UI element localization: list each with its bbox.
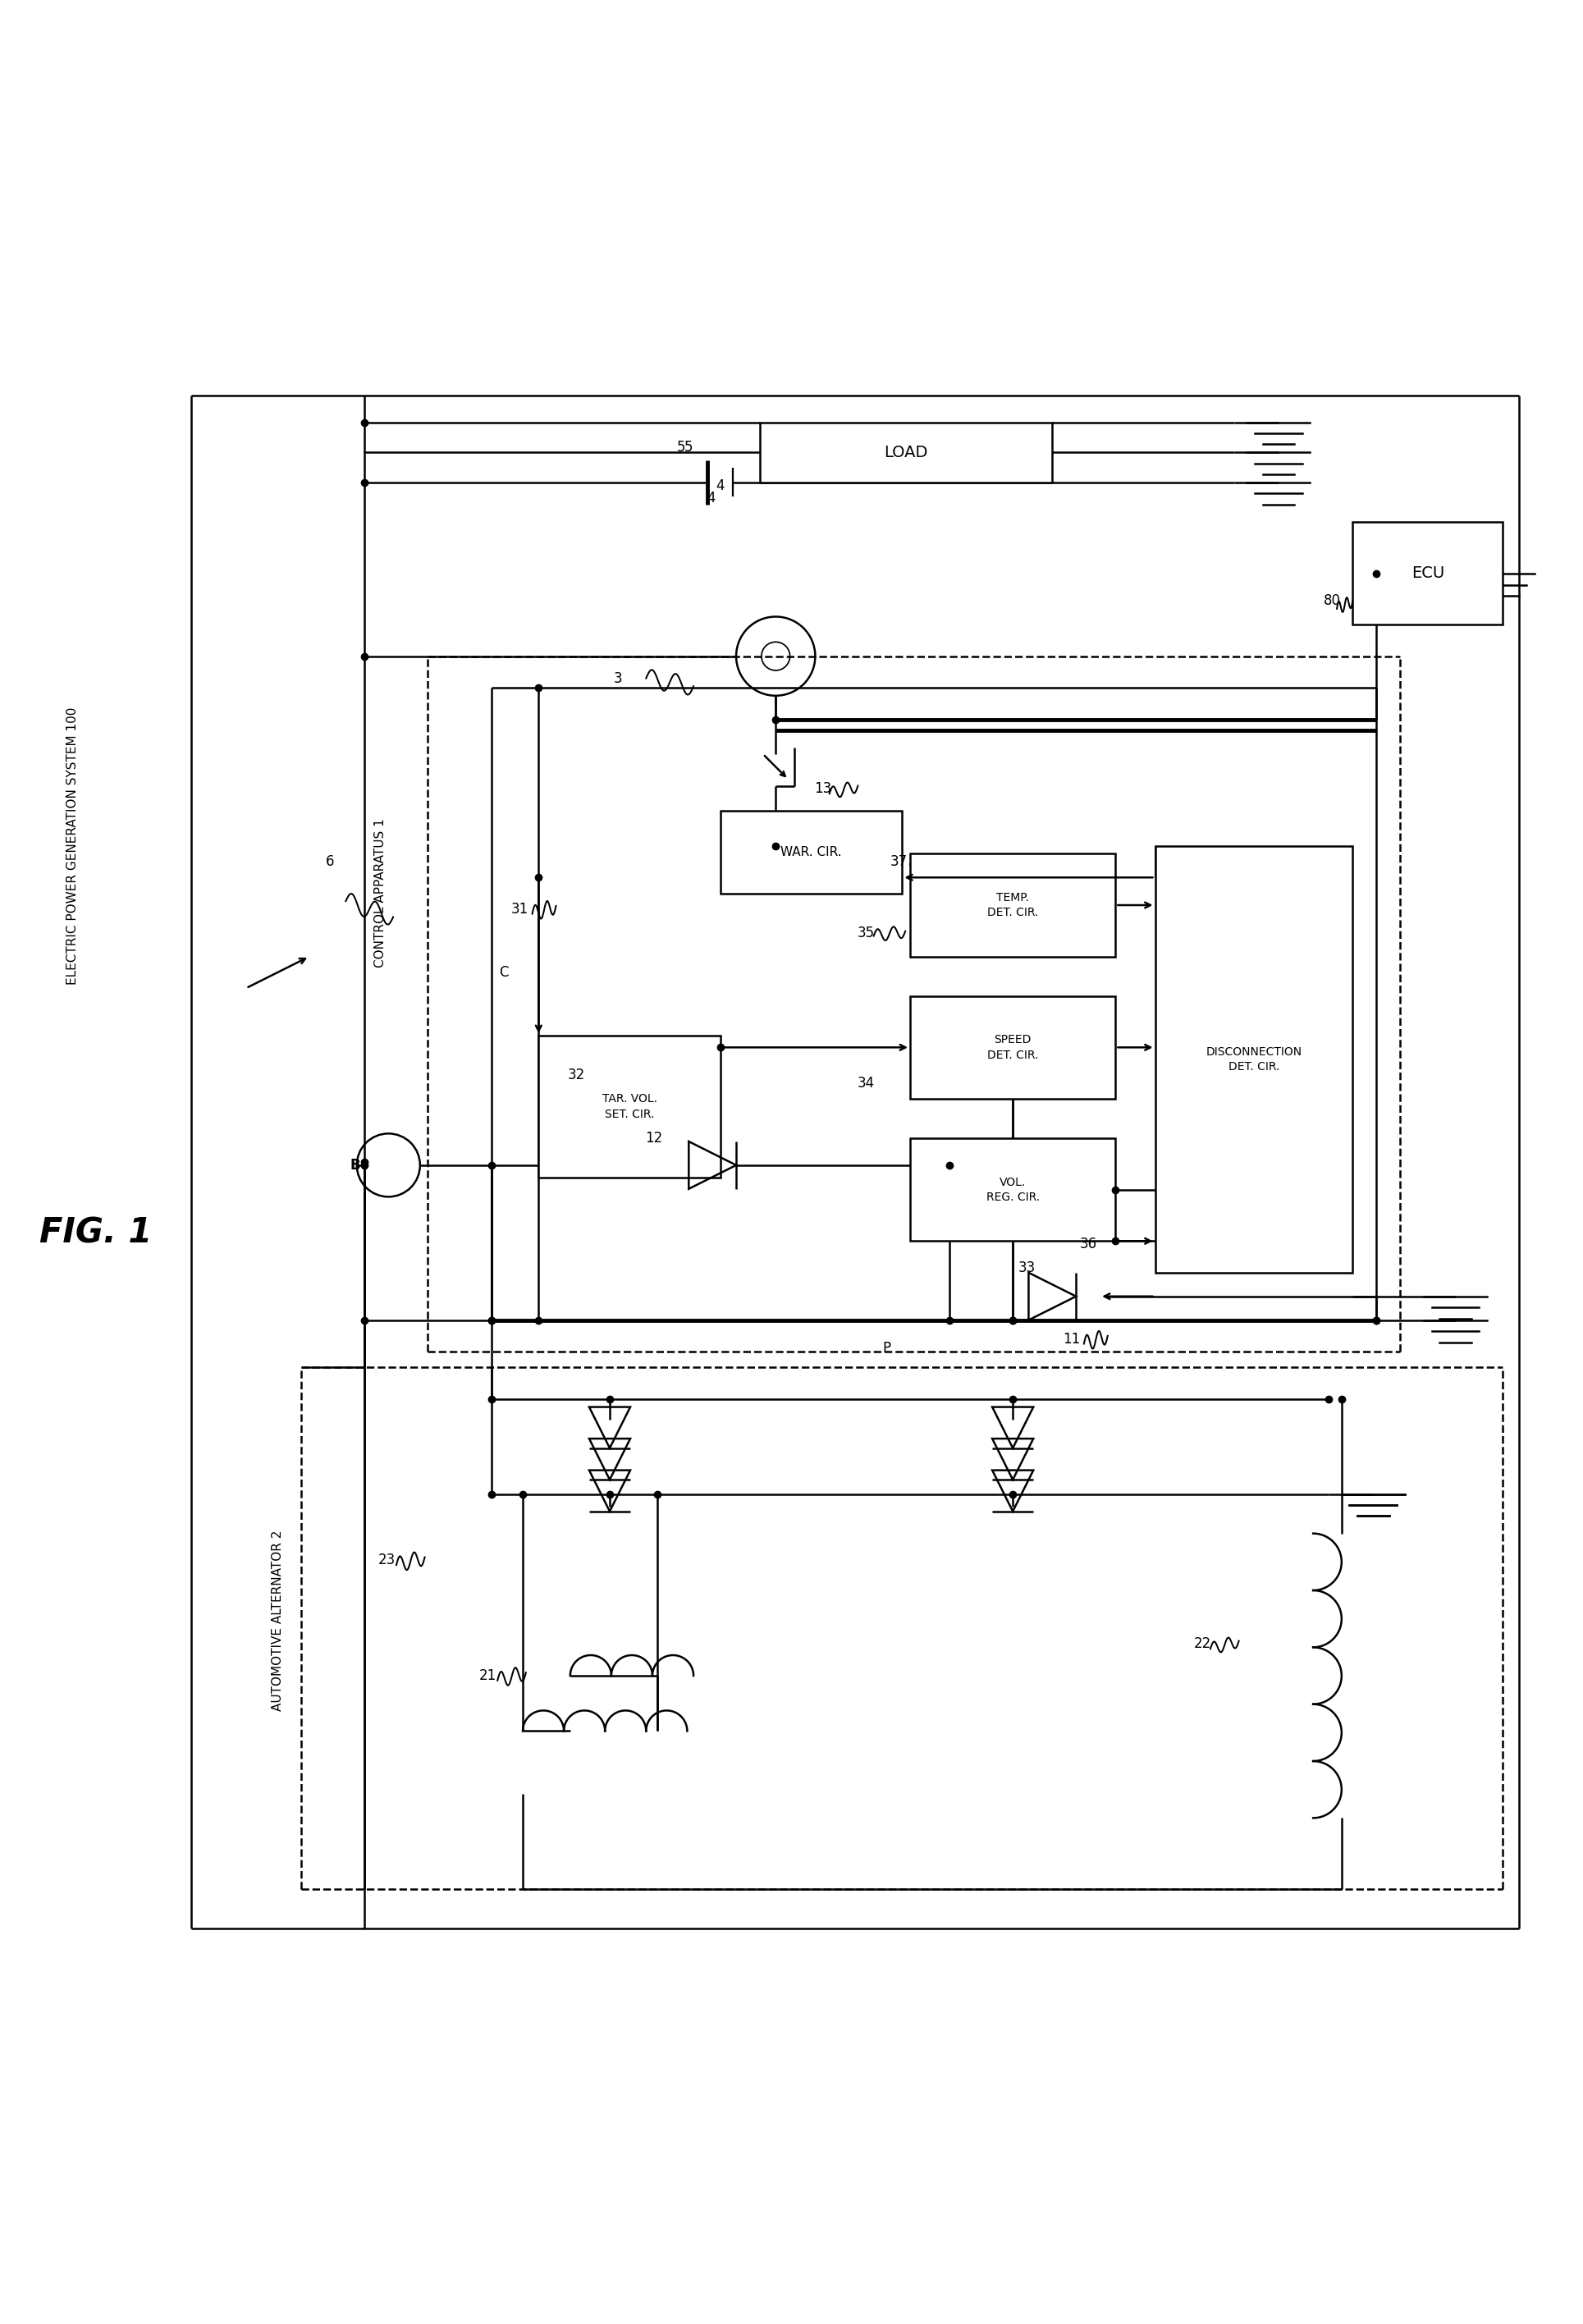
Bar (1156, 846, 1352, 1274)
Text: ELECTRIC POWER GENERATION SYSTEM 100: ELECTRIC POWER GENERATION SYSTEM 100 (66, 706, 79, 985)
Bar (910, 853, 1116, 957)
Text: CONTROL APPARATUS 1: CONTROL APPARATUS 1 (374, 818, 386, 967)
Text: 36: 36 (1080, 1236, 1097, 1253)
Text: ECU: ECU (1410, 565, 1444, 581)
Text: 11: 11 (1062, 1332, 1080, 1346)
Text: 80: 80 (1323, 593, 1341, 609)
Text: 4: 4 (706, 490, 716, 507)
Text: 37: 37 (890, 855, 907, 869)
Text: 23: 23 (378, 1552, 396, 1569)
Text: 31: 31 (511, 902, 529, 916)
Text: 12: 12 (646, 1132, 663, 1146)
Text: 35: 35 (856, 925, 874, 941)
Text: AUTOMOTIVE ALTERNATOR 2: AUTOMOTIVE ALTERNATOR 2 (272, 1529, 283, 1710)
Text: DISCONNECTION
DET. CIR.: DISCONNECTION DET. CIR. (1206, 1046, 1301, 1074)
Text: TEMP.
DET. CIR.: TEMP. DET. CIR. (988, 892, 1038, 918)
Text: WAR. CIR.: WAR. CIR. (780, 846, 842, 858)
Text: P: P (882, 1341, 891, 1355)
Text: 33: 33 (1018, 1260, 1035, 1276)
Text: FIG. 1: FIG. 1 (40, 1215, 152, 1250)
Bar (910, 997, 1116, 1099)
Text: 34: 34 (856, 1076, 874, 1090)
Text: 32: 32 (568, 1067, 586, 1083)
Bar (720, 811, 902, 892)
Text: LOAD: LOAD (885, 444, 928, 460)
Text: TAR. VOL.
SET. CIR.: TAR. VOL. SET. CIR. (602, 1092, 657, 1120)
Bar (1352, 523, 1502, 625)
Text: B: B (350, 1157, 359, 1174)
Bar (910, 1139, 1116, 1241)
Text: 4: 4 (716, 479, 725, 493)
Text: SPEED
DET. CIR.: SPEED DET. CIR. (988, 1034, 1038, 1060)
Text: 13: 13 (814, 781, 831, 797)
Text: 3: 3 (613, 672, 622, 686)
Bar (538, 1037, 720, 1178)
Text: C: C (499, 964, 508, 981)
Text: VOL.
REG. CIR.: VOL. REG. CIR. (986, 1176, 1040, 1204)
Bar (760, 423, 1053, 483)
Text: 22: 22 (1194, 1636, 1211, 1652)
Text: 6: 6 (326, 855, 334, 869)
Text: 21: 21 (480, 1669, 497, 1683)
Text: 5: 5 (684, 439, 693, 456)
Text: 5: 5 (676, 439, 685, 456)
